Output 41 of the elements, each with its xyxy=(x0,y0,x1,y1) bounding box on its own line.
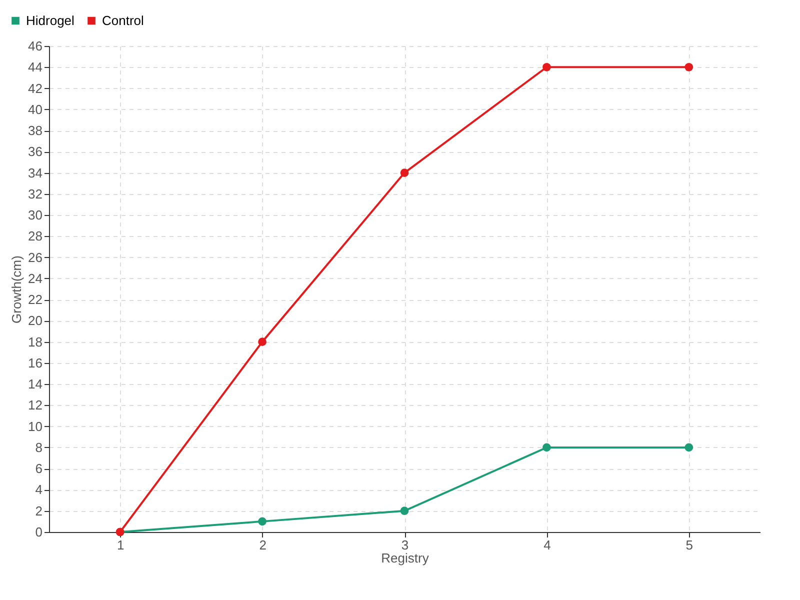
y-tick-label: 0 xyxy=(35,524,42,540)
point xyxy=(400,168,409,177)
point xyxy=(258,517,266,526)
y-tick-label: 30 xyxy=(28,208,42,223)
y-tick-label: 22 xyxy=(28,292,42,308)
point xyxy=(542,443,551,452)
y-tick-label: 24 xyxy=(28,270,42,286)
y-tick-label: 34 xyxy=(28,165,42,180)
point xyxy=(258,338,266,346)
y-tick-label: 36 xyxy=(28,144,42,160)
y-tick-label: 16 xyxy=(28,355,42,370)
y-tick-label: 44 xyxy=(28,60,42,75)
x-tick-label: 3 xyxy=(401,538,409,552)
point xyxy=(684,62,694,72)
y-tick-label: 32 xyxy=(28,186,42,202)
y-axis-title: Growth(cm) xyxy=(9,256,24,324)
x-tick-label: 5 xyxy=(686,538,694,552)
y-tick-label: 6 xyxy=(35,461,42,476)
y-tick-label: 28 xyxy=(28,228,42,244)
y-tick-label: 20 xyxy=(28,313,42,328)
y-tick-label: 4 xyxy=(35,482,42,498)
y-tick-label: 18 xyxy=(28,334,42,350)
x-tick-label: 4 xyxy=(544,538,551,552)
y-tick-label: 38 xyxy=(28,123,42,138)
y-tick-label: 12 xyxy=(28,398,42,413)
y-tick-label: 46 xyxy=(28,38,42,54)
point xyxy=(542,62,551,72)
legend-label: Control xyxy=(102,12,144,28)
x-axis-title: Registry xyxy=(381,550,430,566)
point xyxy=(400,506,409,516)
legend-label: Hidrogel xyxy=(26,12,75,28)
y-tick-label: 40 xyxy=(28,102,42,117)
y-tick-label: 42 xyxy=(28,80,42,96)
y-tick-label: 2 xyxy=(35,503,42,518)
y-tick-label: 14 xyxy=(28,376,42,392)
x-tick-label: 1 xyxy=(116,538,124,552)
y-tick-label: 8 xyxy=(35,440,42,455)
x-tick-label: 2 xyxy=(259,538,266,552)
y-tick-label: 10 xyxy=(28,418,42,434)
y-tick-label: 26 xyxy=(28,250,42,265)
point xyxy=(684,443,694,452)
